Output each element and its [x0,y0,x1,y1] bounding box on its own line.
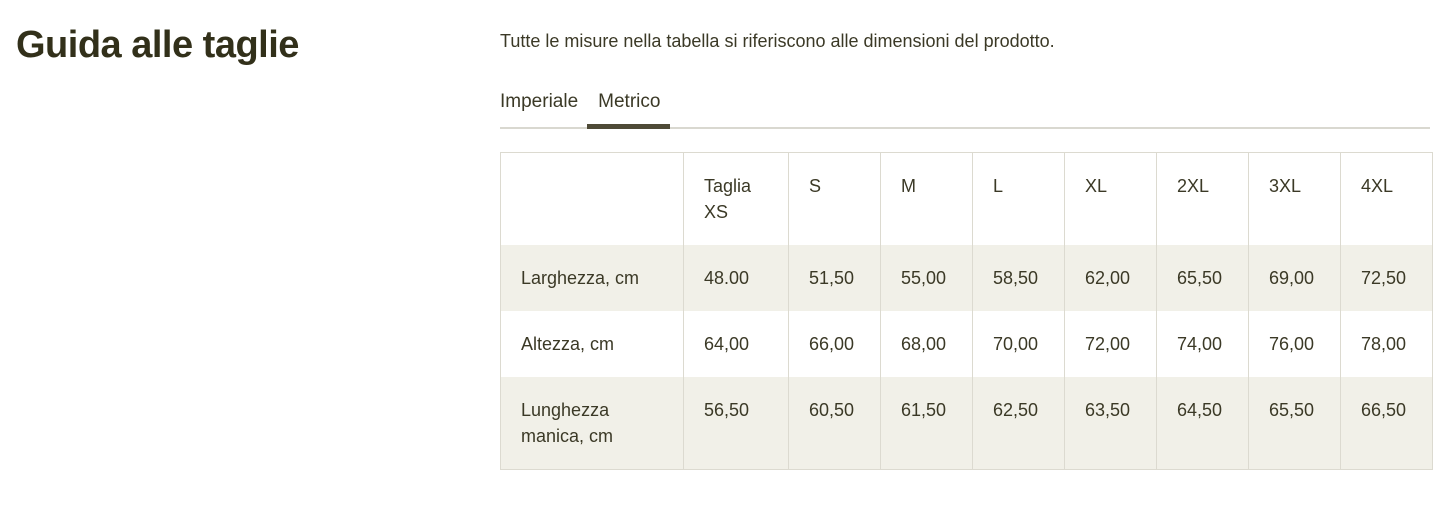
table-header-row: Taglia XS S M L XL 2XL 3XL 4XL [500,152,1433,245]
row-label: Lunghezza manica, cm [500,377,684,470]
table-row-larghezza: Larghezza, cm 48.00 51,50 55,00 58,50 62… [500,245,1433,311]
table-cell: 64,00 [683,311,789,377]
header-cell-l: L [972,152,1065,245]
header-cell-xl: XL [1064,152,1157,245]
header-cell-m: M [880,152,973,245]
content-column: Tutte le misure nella tabella si riferis… [500,0,1433,470]
table-cell: 68,00 [880,311,973,377]
table-cell: 60,50 [788,377,881,470]
table-cell: 62,50 [972,377,1065,470]
units-tab-bar: Imperiale Metrico [500,91,1430,129]
table-cell: 66,50 [1340,377,1433,470]
size-table: Taglia XS S M L XL 2XL 3XL 4XL Larghezza… [500,152,1433,470]
table-row-altezza: Altezza, cm 64,00 66,00 68,00 70,00 72,0… [500,311,1433,377]
row-label: Larghezza, cm [500,245,684,311]
header-cell-empty [500,152,684,245]
header-cell-3xl: 3XL [1248,152,1341,245]
table-cell: 64,50 [1156,377,1249,470]
title-column: Guida alle taglie [0,0,500,68]
row-label: Altezza, cm [500,311,684,377]
table-cell: 62,00 [1064,245,1157,311]
table-cell: 51,50 [788,245,881,311]
table-cell: 72,00 [1064,311,1157,377]
header-cell-4xl: 4XL [1340,152,1433,245]
tab-metrico[interactable]: Metrico [587,91,671,129]
table-cell: 65,50 [1248,377,1341,470]
page-title: Guida alle taglie [16,24,299,66]
table-cell: 55,00 [880,245,973,311]
table-cell: 66,00 [788,311,881,377]
table-cell: 69,00 [1248,245,1341,311]
measurements-note: Tutte le misure nella tabella si riferis… [500,31,1055,51]
table-cell: 78,00 [1340,311,1433,377]
tab-imperiale[interactable]: Imperiale [500,91,579,112]
table-cell: 56,50 [683,377,789,470]
header-cell-s: S [788,152,881,245]
table-cell: 58,50 [972,245,1065,311]
table-cell: 76,00 [1248,311,1341,377]
table-cell: 48.00 [683,245,789,311]
header-cell-xs: Taglia XS [683,152,789,245]
table-cell: 63,50 [1064,377,1157,470]
table-row-lunghezza-manica: Lunghezza manica, cm 56,50 60,50 61,50 6… [500,377,1433,470]
table-cell: 70,00 [972,311,1065,377]
table-cell: 61,50 [880,377,973,470]
header-cell-2xl: 2XL [1156,152,1249,245]
table-cell: 74,00 [1156,311,1249,377]
size-guide-panel: Guida alle taglie Tutte le misure nella … [0,0,1433,470]
table-cell: 72,50 [1340,245,1433,311]
table-cell: 65,50 [1156,245,1249,311]
